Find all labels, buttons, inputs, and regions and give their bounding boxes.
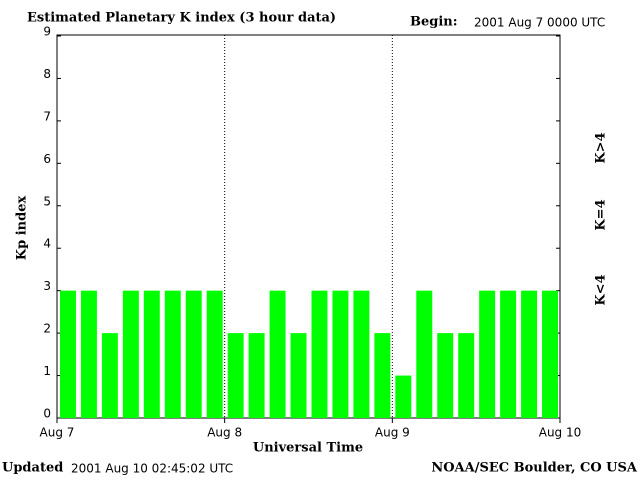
- updated-date: 2001 Aug 10 02:45:02 UTC: [71, 462, 233, 476]
- bar: [122, 290, 139, 418]
- bar: [269, 290, 286, 418]
- bar: [416, 290, 433, 418]
- source: NOAA/SEC Boulder, CO USA: [431, 461, 638, 476]
- x-tick-label: Aug 7: [40, 426, 75, 440]
- bar: [101, 333, 118, 418]
- y-tick-label: 9: [43, 25, 51, 39]
- bar: [458, 333, 475, 418]
- updated-label: Updated: [2, 461, 63, 476]
- bar: [227, 333, 244, 418]
- y-tick-label: 6: [43, 152, 51, 166]
- x-tick-label: Aug 9: [375, 426, 410, 440]
- bar: [60, 290, 76, 418]
- y-tick-label: 4: [43, 237, 51, 251]
- y-tick-label: 5: [43, 194, 51, 208]
- plot-area: [56, 34, 561, 419]
- begin-date: 2001 Aug 7 0000 UTC: [474, 16, 605, 30]
- y-tick-label: 2: [43, 322, 51, 336]
- bar: [500, 290, 517, 418]
- legend-entry: K>4: [594, 132, 609, 163]
- bar: [80, 290, 97, 418]
- y-tick-label: 3: [43, 279, 51, 293]
- bar: [290, 333, 307, 418]
- bar: [374, 333, 391, 418]
- bar: [332, 290, 349, 418]
- y-tick-label: 0: [43, 407, 51, 421]
- bar: [395, 375, 412, 418]
- bar: [542, 290, 558, 418]
- begin-label: Begin:: [410, 15, 458, 30]
- x-tick-label: Aug 8: [207, 426, 242, 440]
- y-tick-label: 8: [43, 67, 51, 81]
- bar: [185, 290, 202, 418]
- bar: [437, 333, 454, 418]
- y-tick-label: 7: [43, 109, 51, 123]
- y-axis-label: Kp index: [15, 196, 30, 261]
- bar: [521, 290, 538, 418]
- bar: [479, 290, 496, 418]
- bar: [206, 290, 223, 418]
- bar: [248, 333, 265, 418]
- bar: [311, 290, 328, 418]
- x-axis-label: Universal Time: [253, 441, 363, 456]
- bar: [164, 290, 181, 418]
- legend-entry: K=4: [594, 199, 609, 230]
- bar: [143, 290, 160, 418]
- y-tick-label: 1: [43, 364, 51, 378]
- legend-entry: K<4: [594, 274, 609, 305]
- bar: [353, 290, 370, 418]
- chart-title: Estimated Planetary K index (3 hour data…: [27, 11, 336, 26]
- x-tick-label: Aug 10: [539, 426, 582, 440]
